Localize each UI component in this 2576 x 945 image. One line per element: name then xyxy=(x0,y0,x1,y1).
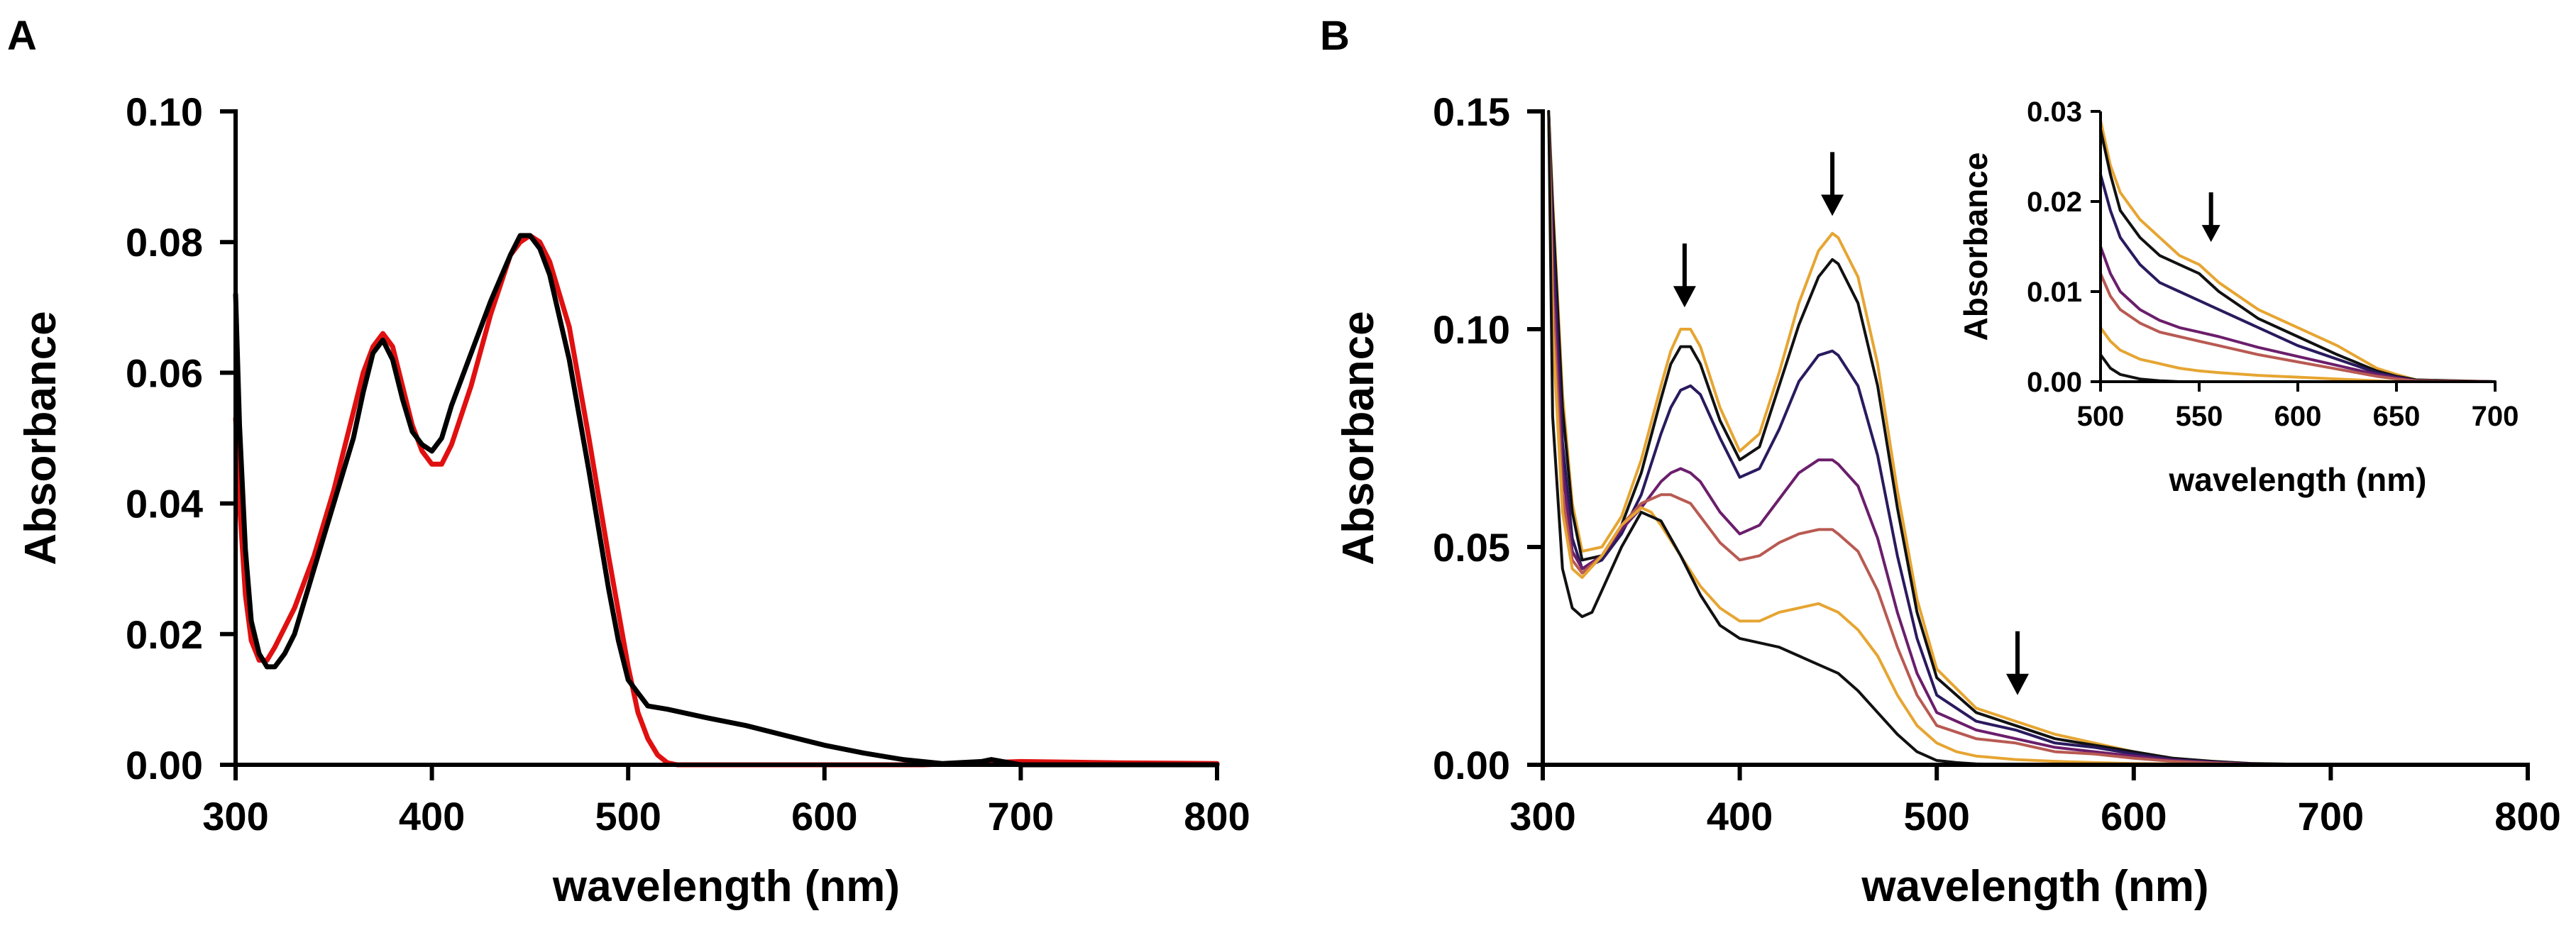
y-tick-label-b-inset-3: 0.03 xyxy=(2027,96,2082,128)
chart-panel-b: 300 400 500 600 700 800 0.00 0.05 0.10 0.15 wavele… xyxy=(1334,89,2561,911)
panel-label-a: A xyxy=(7,13,37,59)
x-tick-label-a-1: 400 xyxy=(399,794,465,839)
y-tick-label-b-inset-1: 0.01 xyxy=(2027,277,2082,308)
x-axis-title-b: wavelength (nm) xyxy=(1861,862,2208,911)
x-tick-label-b-inset-4: 700 xyxy=(2472,401,2519,432)
arrow-b-3 xyxy=(2006,631,2030,695)
y-tick-label-a-4: 0.08 xyxy=(126,220,203,265)
x-tick-label-b-inset-3: 650 xyxy=(2373,401,2421,432)
series-group-a xyxy=(233,233,1220,768)
series-line-b-inset-5 xyxy=(2099,272,2497,383)
y-tick-label-a-2: 0.04 xyxy=(126,482,203,526)
x-tick-label-b-2: 500 xyxy=(1903,794,1969,839)
series-line-a-1 xyxy=(233,233,1220,768)
y-tick-label-a-5: 0.10 xyxy=(126,89,203,134)
x-tick-label-b-inset-0: 500 xyxy=(2077,401,2125,432)
x-tick-label-a-5: 800 xyxy=(1184,794,1250,839)
arrow-b-inset-1 xyxy=(2201,192,2220,243)
x-tick-label-b-5: 800 xyxy=(2494,794,2560,839)
series-line-b-3 xyxy=(1547,110,2529,766)
series-line-b-4 xyxy=(1547,110,2529,766)
series-group-b-inset xyxy=(2099,118,2497,383)
y-tick-label-b-1: 0.05 xyxy=(1433,525,1510,570)
y-tick-label-b-inset-0: 0.00 xyxy=(2027,367,2082,398)
panel-label-b: B xyxy=(1320,13,1350,59)
x-tick-label-b-inset-1: 550 xyxy=(2176,401,2223,432)
arrow-b-1 xyxy=(1673,243,1696,308)
y-axis-title-a: Absorbance xyxy=(16,311,65,565)
series-line-b-inset-2 xyxy=(2099,128,2497,383)
y-tick-label-a-1: 0.02 xyxy=(126,612,203,657)
x-tick-label-b-4: 700 xyxy=(2298,794,2364,839)
arrow-b-2 xyxy=(1821,152,1844,216)
chart-panel-a: 300 400 500 600 700 800 0.00 0.02 0.04 0.06 0.08 0.… xyxy=(16,89,1250,911)
x-tick-label-a-2: 500 xyxy=(595,794,661,839)
y-tick-label-b-0: 0.00 xyxy=(1433,743,1510,788)
x-tick-label-b-1: 400 xyxy=(1707,794,1773,839)
y-tick-label-b-inset-2: 0.02 xyxy=(2027,187,2082,218)
x-axis-title-a: wavelength (nm) xyxy=(552,862,900,911)
x-tick-label-b-inset-2: 600 xyxy=(2274,401,2322,432)
x-tick-label-a-3: 600 xyxy=(791,794,857,839)
y-tick-label-a-3: 0.06 xyxy=(126,350,203,395)
series-line-b-inset-3 xyxy=(2099,172,2497,383)
x-tick-label-a-4: 700 xyxy=(988,794,1054,839)
y-axis-title-b: Absorbance xyxy=(1334,311,1383,565)
chart-panel-b-inset: 500 550 600 650 700 0.00 0.01 0.02 0.03 wavelengt… xyxy=(1957,96,2519,498)
x-axis-title-b-inset: wavelength (nm) xyxy=(2169,461,2427,498)
x-tick-label-b-3: 600 xyxy=(2101,794,2167,839)
x-tick-label-a-0: 300 xyxy=(202,794,268,839)
x-tick-label-b-0: 300 xyxy=(1509,794,1575,839)
series-line-a-2 xyxy=(233,233,1220,768)
y-axis-title-b-inset: Absorbance xyxy=(1957,153,1994,341)
series-group-b xyxy=(1547,110,2529,766)
y-tick-label-a-0: 0.00 xyxy=(126,743,203,788)
y-tick-label-b-3: 0.15 xyxy=(1433,89,1510,134)
series-line-b-inset-1 xyxy=(2099,118,2497,383)
y-tick-label-b-2: 0.10 xyxy=(1433,307,1510,352)
